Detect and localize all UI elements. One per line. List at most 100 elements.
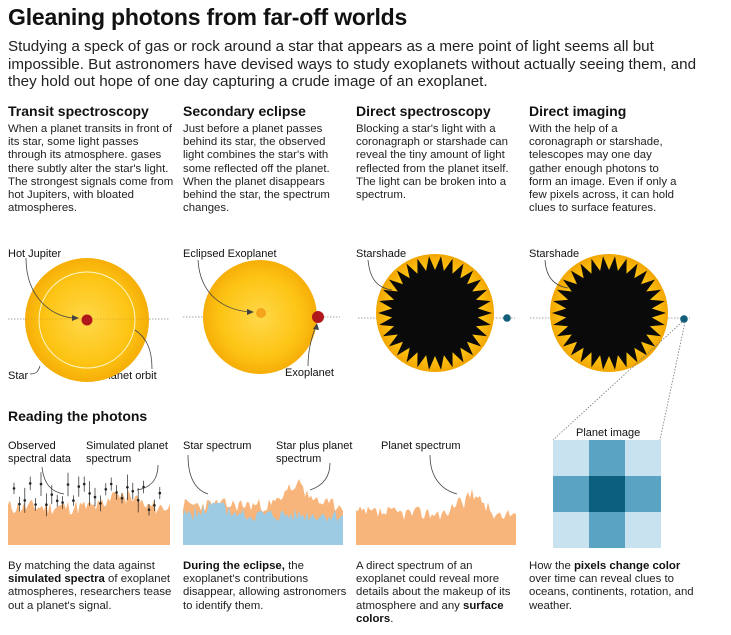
label-star-spectrum: Star spectrum [183,440,252,452]
eclipsed-exoplanet [256,308,266,318]
col-title-direct-imaging: Direct imaging [529,103,627,119]
caption-direct-imaging: How the pixels change color over time ca… [529,560,694,612]
arrowhead-exoplanet [313,323,319,330]
arrowhead-hot-jupiter [72,315,79,321]
label-exoplanet: Exoplanet [285,367,334,379]
label-observed-spectral-data: Observed spectral data [8,440,71,466]
data-point [147,508,151,512]
pixel-3-3 [625,512,661,548]
data-point [93,495,97,499]
pointer-star-plus-planet [309,462,331,491]
data-point [158,491,162,495]
simulated-line-1: Simulated planet [86,440,168,452]
data-point [45,503,48,507]
label-planet-orbit: Planet orbit [101,370,157,382]
label-starshade-2: Starshade [529,248,580,260]
pointer-hot-jupiter [25,257,76,319]
data-point [88,492,91,495]
data-point [99,502,102,505]
data-point [153,504,156,507]
data-point [34,503,37,506]
data-point [39,482,43,486]
data-point [109,482,113,486]
hot-jupiter-planet [81,314,93,326]
observed-data-points [12,472,162,517]
page-title: Gleaning photons from far-off worlds [8,4,408,30]
col-text-direct-spectroscopy: Blocking a star's light with a coronagra… [356,123,509,202]
caption-transit: By matching the data against simulated s… [8,560,172,612]
pixel-1-2 [589,440,625,476]
starshade-shape-1 [378,256,492,370]
pointer-observed [41,466,65,495]
intro-paragraph: Studying a speck of gas or rock around a… [8,38,697,90]
label-simulated-planet-spectrum: Simulated planet spectrum [86,440,168,466]
pointer-eclipsed-exoplanet [197,259,251,313]
observed-line-1: Observed [8,440,56,452]
pixel-1-1 [553,440,589,476]
pixel-1-3 [625,440,661,476]
pointer-exoplanet [307,325,317,367]
label-star-plus-planet-spectrum: Star plus planet spectrum [276,440,352,466]
data-point [18,502,21,506]
star-plus-line-1: Star plus planet [276,440,353,452]
data-point [28,482,32,485]
data-point [55,499,59,503]
simulated-spectrum-area [8,489,170,545]
planet-direct-imaging [680,315,688,323]
data-point [104,488,108,491]
col-title-transit: Transit spectroscopy [8,103,149,119]
data-point [23,499,27,502]
star-plus-line-2: spectrum [276,453,322,465]
col-title-direct-spectroscopy: Direct spectroscopy [356,103,491,119]
data-point [131,489,135,493]
label-hot-jupiter: Hot Jupiter [8,248,62,260]
planet-orbit-ring [38,271,136,369]
data-point [126,486,129,489]
data-point [82,482,86,486]
star-plus-planet-area [183,479,343,545]
pixel-2-2 [589,476,625,512]
planet-direct-spec [503,314,511,322]
simulated-line-2: spectrum [86,453,132,465]
data-point [115,491,118,494]
data-point [120,496,124,500]
data-point [77,485,81,488]
col-text-transit: When a planet transits in front of its s… [8,123,174,215]
star-glow-3 [376,254,494,372]
star-eclipse [203,260,317,374]
exoplanet-edge [312,311,324,323]
col-title-secondary-eclipse: Secondary eclipse [183,103,306,119]
data-point [61,501,64,504]
star-glow-4 [550,254,668,372]
pointer-star [29,365,41,375]
planet-spectrum-area [356,488,516,545]
spectrum-direct [356,454,516,545]
caption-eclipse: During the eclipse, the exoplanet's cont… [183,560,347,612]
pixel-3-1 [553,512,589,548]
planet-image-grid [553,440,661,548]
zoom-line-right [659,321,686,441]
caption-direct-spectrum: A direct spectrum of an exoplanet could … [356,560,511,625]
pointer-star-spectrum [187,454,209,495]
star-transit [25,258,149,382]
col-text-secondary-eclipse: Just before a planet passes behind its s… [183,123,330,215]
pixel-3-2 [589,512,625,548]
label-starshade-1: Starshade [356,248,407,260]
pointer-planet-spectrum [429,454,458,495]
data-point [72,499,75,502]
data-point [142,485,145,489]
pointer-planet-orbit [134,329,153,370]
arrowhead-eclipsed [247,309,254,315]
label-star: Star [8,370,29,382]
pixel-2-1 [553,476,589,512]
label-eclipsed-exoplanet: Eclipsed Exoplanet [183,248,277,260]
label-planet-image: Planet image [576,427,641,439]
pixel-2-3 [625,476,661,512]
col-text-direct-imaging: With the help of a coronagraph or starsh… [529,123,677,215]
starshade-shape-2 [552,256,666,370]
data-point [66,483,70,486]
data-point [12,487,16,490]
pointer-simulated [136,464,159,491]
label-planet-spectrum: Planet spectrum [381,440,461,452]
